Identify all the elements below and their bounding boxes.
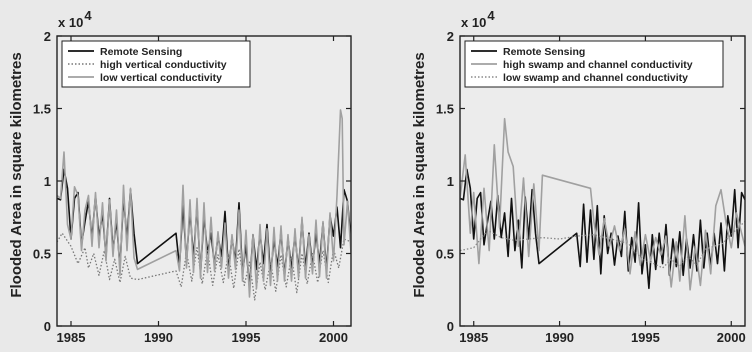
x-tick-label: 1990 bbox=[545, 330, 574, 345]
x-tick-label: 2000 bbox=[319, 330, 348, 345]
y-axis-label: Flooded Area in square kilometres bbox=[411, 52, 428, 297]
y-tick-label: 1.5 bbox=[33, 102, 51, 117]
legend-entry: low swamp and channel conductivity bbox=[503, 72, 688, 84]
y-multiplier: x 10 bbox=[58, 15, 83, 30]
y-tick-label: 0.5 bbox=[436, 247, 454, 262]
y-tick-label: 1 bbox=[44, 174, 51, 189]
y-multiplier-exponent: 4 bbox=[84, 8, 92, 23]
chart-left: 1985 1990 1995 2000 0 0.5 1 1.5 2 x 10 4 Flooded Ar… bbox=[8, 8, 352, 345]
legend-entry: Remote Sensing bbox=[503, 46, 585, 58]
y-tick-label: 0.5 bbox=[33, 247, 51, 262]
series-line bbox=[57, 232, 351, 301]
series-line bbox=[460, 221, 745, 269]
legend-entry: low vertical conductivity bbox=[100, 72, 222, 84]
x-tick-label: 2000 bbox=[717, 330, 746, 345]
legend-box bbox=[464, 40, 724, 88]
series-group bbox=[57, 109, 351, 301]
y-tick-label: 2 bbox=[447, 29, 454, 44]
chart-right: 1985 1990 1995 2000 0 0.5 1 1.5 2 x 10 4 Flooded Ar… bbox=[411, 8, 746, 345]
x-tick-label: 1995 bbox=[631, 330, 660, 345]
y-tick-label: 2 bbox=[44, 29, 51, 44]
y-tick-label: 1.5 bbox=[436, 102, 454, 117]
x-tick-label: 1990 bbox=[144, 330, 173, 345]
y-tick-label: 0 bbox=[447, 319, 454, 334]
legend-entry: high vertical conductivity bbox=[100, 59, 227, 71]
y-tick-label: 0 bbox=[44, 319, 51, 334]
x-tick-label: 1985 bbox=[459, 330, 488, 345]
y-multiplier-exponent: 4 bbox=[487, 8, 495, 23]
y-axis-label: Flooded Area in square kilometres bbox=[8, 52, 25, 297]
legend-entry: Remote Sensing bbox=[100, 46, 182, 58]
legend-entry: high swamp and channel conductivity bbox=[503, 59, 693, 71]
series-group bbox=[460, 117, 745, 291]
x-tick-label: 1985 bbox=[57, 330, 86, 345]
y-multiplier: x 10 bbox=[461, 15, 486, 30]
series-line bbox=[57, 109, 351, 298]
x-tick-label: 1995 bbox=[232, 330, 261, 345]
series-line bbox=[460, 117, 745, 291]
y-tick-label: 1 bbox=[447, 174, 454, 189]
